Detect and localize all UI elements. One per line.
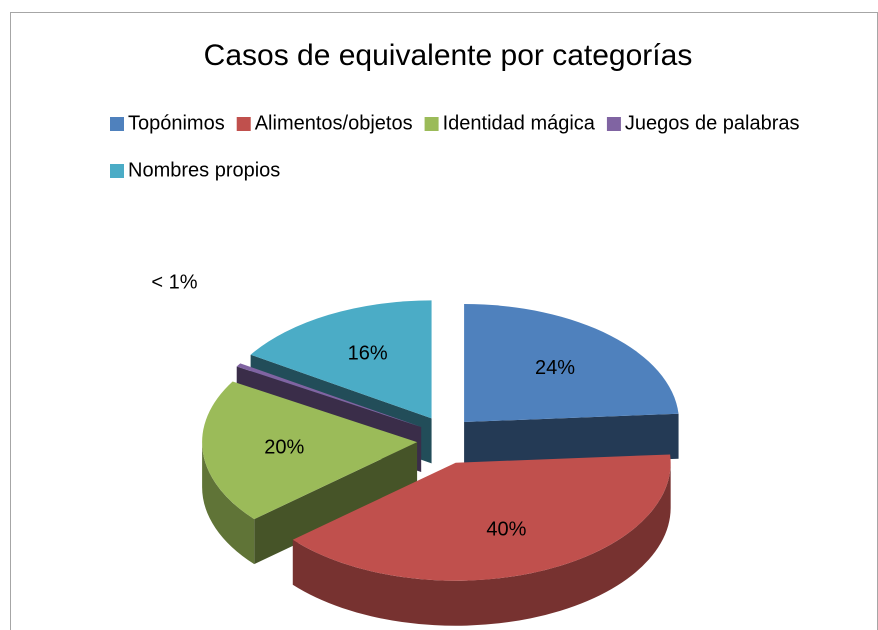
slice-wall <box>292 462 671 626</box>
legend-swatch <box>110 117 124 131</box>
data-label: 20% <box>264 437 304 459</box>
slice-side <box>464 413 679 468</box>
slice-top <box>292 454 671 581</box>
chart-title: Casos de equivalente por categorías <box>204 39 693 72</box>
slice-top <box>236 363 422 428</box>
legend-label: Nombres propios <box>128 159 280 181</box>
data-label: 40% <box>486 519 526 541</box>
data-label: 24% <box>535 357 575 379</box>
legend-label: Juegos de palabras <box>625 112 800 134</box>
slice-top <box>464 304 679 423</box>
slice-top <box>202 381 418 520</box>
pie-slice <box>464 304 679 468</box>
legend-swatch <box>424 117 439 131</box>
legend-item: Identidad mágica <box>424 112 596 134</box>
data-label: < 1% <box>151 271 197 293</box>
legend-label: Identidad mágica <box>443 112 596 134</box>
legend-item: Topónimos <box>110 112 225 134</box>
legend-item: Alimentos/objetos <box>236 112 413 134</box>
legend-swatch <box>110 164 124 178</box>
legend-label: Topónimos <box>128 112 225 134</box>
data-label: 16% <box>348 343 388 365</box>
legend-item: Juegos de palabras <box>606 112 800 134</box>
pie-slice <box>202 381 418 565</box>
legend-label: Alimentos/objetos <box>255 112 413 134</box>
pie-slice <box>292 454 671 626</box>
slice-side <box>254 442 418 565</box>
legend-swatch <box>236 117 251 131</box>
slice-top <box>250 300 432 419</box>
legend-item: Nombres propios <box>110 159 280 181</box>
legend-swatch <box>606 117 621 131</box>
slice-wall <box>202 442 255 565</box>
